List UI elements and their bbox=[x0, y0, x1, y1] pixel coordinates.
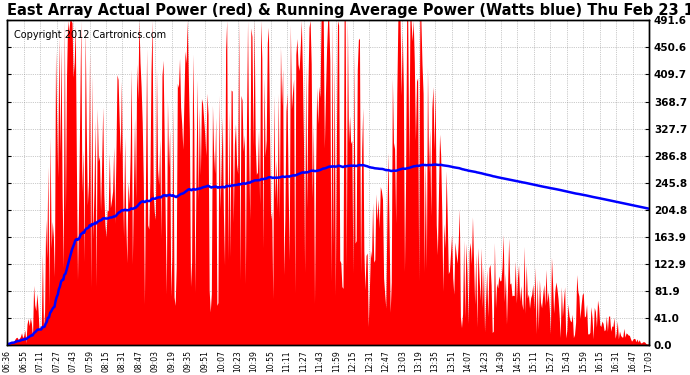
Text: Copyright 2012 Cartronics.com: Copyright 2012 Cartronics.com bbox=[14, 30, 166, 40]
Text: East Array Actual Power (red) & Running Average Power (Watts blue) Thu Feb 23 17: East Array Actual Power (red) & Running … bbox=[8, 3, 690, 18]
